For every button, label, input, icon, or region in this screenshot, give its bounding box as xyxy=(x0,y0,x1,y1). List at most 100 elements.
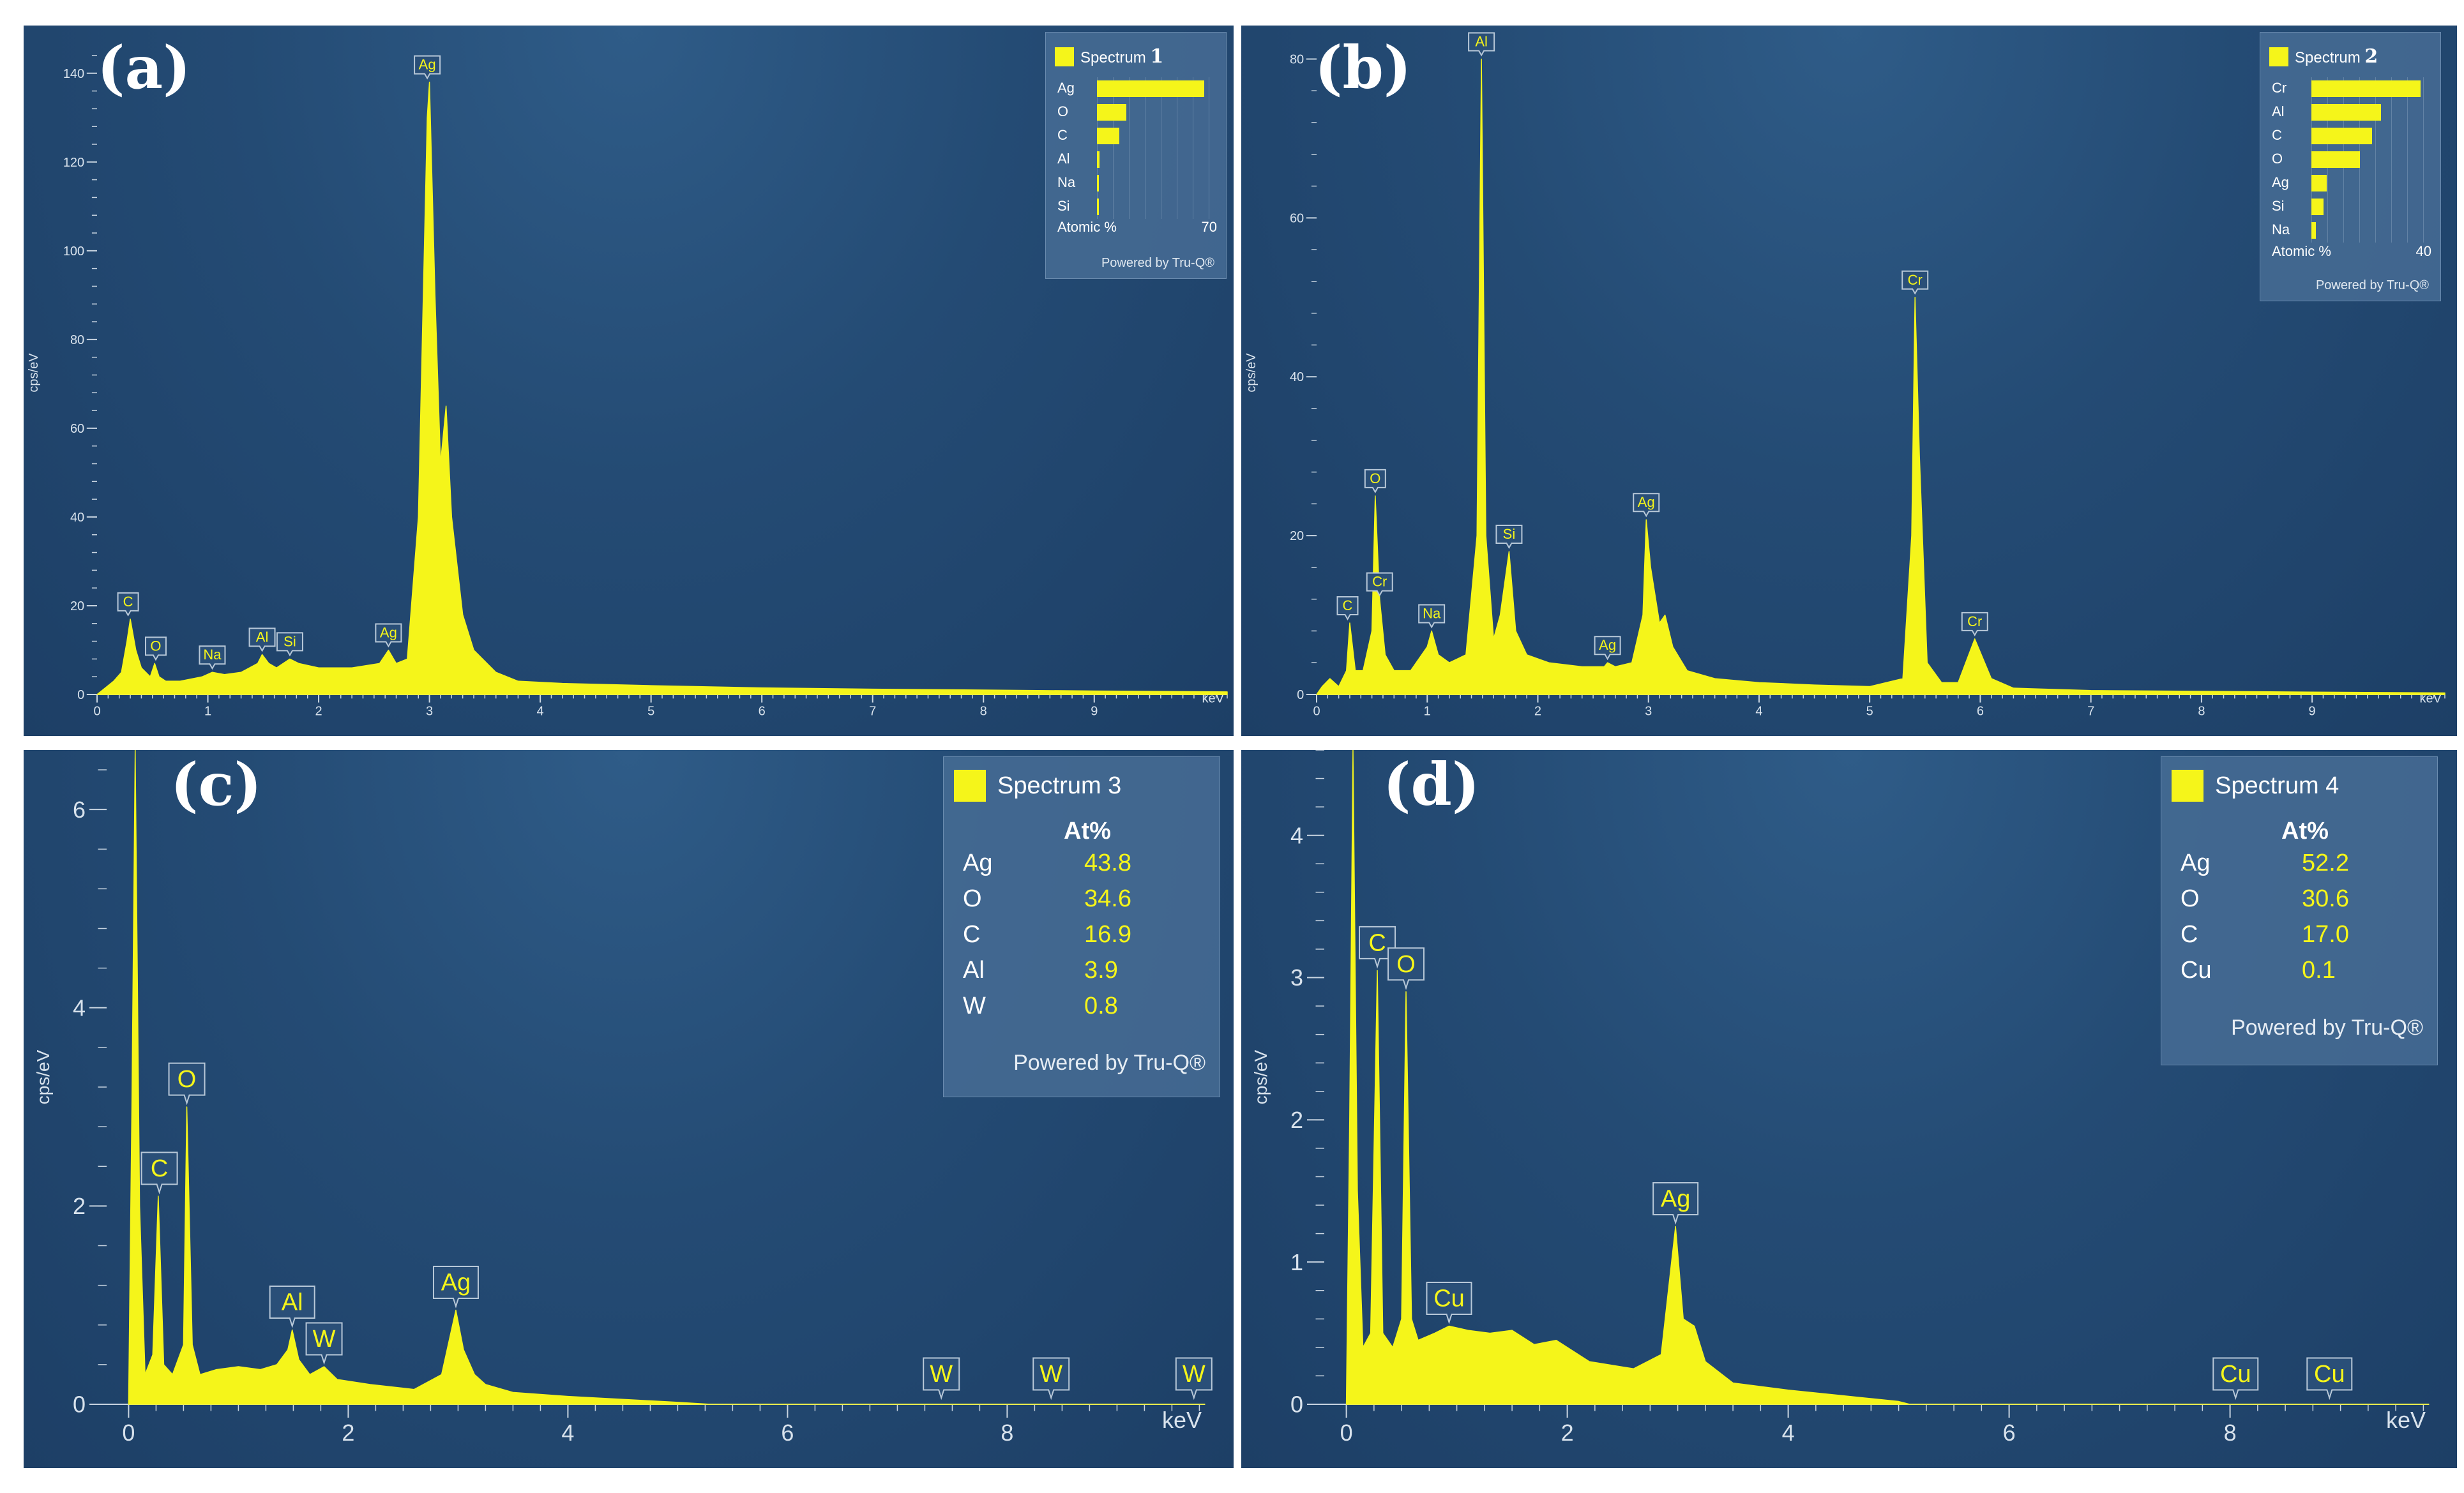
peak-tag xyxy=(269,1286,315,1328)
peak-marker: C xyxy=(140,1152,178,1195)
peak-marker: Ag xyxy=(414,55,441,80)
peak-tag xyxy=(305,1322,343,1365)
legend-gridline xyxy=(2391,77,2392,243)
x-tick-label: 4 xyxy=(537,705,544,719)
legend-value: 43.8 xyxy=(1084,850,1131,876)
peak-marker: Ag xyxy=(432,1265,479,1309)
legend-element: C xyxy=(2272,127,2282,143)
peak-label: O xyxy=(178,1066,197,1093)
legend-column-header: At% xyxy=(1064,818,1111,844)
peak-label: Na xyxy=(1423,605,1441,621)
legend-gridline xyxy=(2423,77,2424,243)
peak-tag xyxy=(1426,1281,1472,1324)
legend-element: O xyxy=(2181,885,2200,912)
peak-label: Ag xyxy=(1661,1185,1690,1212)
legend-value: 3.9 xyxy=(1084,957,1118,984)
legend-title: Spectrum 2 xyxy=(2295,45,2378,68)
x-tick-label: 5 xyxy=(647,705,654,719)
legend-element: C xyxy=(2181,921,2198,948)
legend-bar xyxy=(2311,104,2382,121)
x-tick-label: 6 xyxy=(2003,1420,2016,1446)
legend-bar-row: Ag xyxy=(1055,77,1221,101)
x-tick-label: 4 xyxy=(1782,1420,1795,1446)
peak-tag xyxy=(144,636,167,661)
legend-title: Spectrum 4 xyxy=(2215,772,2339,799)
x-tick-label: 1 xyxy=(204,705,211,719)
legend-bar-row: C xyxy=(2269,124,2435,148)
legend-swatch xyxy=(2172,770,2203,802)
powered-by: Powered by Tru-Q® xyxy=(1101,256,1214,270)
peak-tag xyxy=(1418,604,1446,629)
legend-bar xyxy=(1097,151,1100,168)
legend-title: Spectrum 3 xyxy=(997,772,1122,799)
x-tick-label: 0 xyxy=(122,1420,135,1446)
peak-tag xyxy=(1901,270,1929,295)
peak-label: Ag xyxy=(1638,494,1655,510)
y-axis-label: cps/eV xyxy=(33,1049,53,1104)
legend-grid xyxy=(1097,77,1209,219)
x-tick-label: 8 xyxy=(2198,705,2205,719)
peak-marker: Ag xyxy=(1633,493,1660,518)
panel-label: (c) xyxy=(170,750,262,819)
spectrum-panel-a: 0 1 2 3 4 5 6 7 8 9 keV 0 20 40 60 80 100 120 140 cps/eV C O N… xyxy=(24,26,1234,736)
legend-gridline xyxy=(1129,77,1130,219)
legend-bar xyxy=(2311,199,2324,215)
x-tick-label: 9 xyxy=(2309,705,2316,719)
legend-row: C 17.0 xyxy=(2181,921,2349,949)
legend-bar xyxy=(1097,80,1205,97)
legend-element: Na xyxy=(2272,221,2290,237)
x-tick-label: 0 xyxy=(1340,1420,1353,1446)
peak-marker: Cu xyxy=(1426,1281,1472,1324)
peak-tag xyxy=(1961,611,1988,636)
legend-column-header: At% xyxy=(2281,818,2329,844)
legend-swatch xyxy=(954,770,986,802)
peak-label: Si xyxy=(283,633,296,649)
legend-element: Cr xyxy=(2272,80,2287,96)
x-tick-label: 5 xyxy=(1866,705,1873,719)
legend-element: Al xyxy=(1057,151,1070,167)
peak-marker: Al xyxy=(269,1286,315,1328)
peak-label: Al xyxy=(256,629,269,645)
legend-element: Cu xyxy=(2181,957,2212,984)
y-axis-label: cps/eV xyxy=(1244,353,1258,393)
spectrum-legend: Spectrum 2 Cr Al C O Ag Si Na Atomic % 40 Powe… xyxy=(2260,32,2441,301)
spectrum-legend: Spectrum 3 At% Ag 43.8 O 34.6 C 16.9 Al 3.9 W 0.8… xyxy=(943,756,1220,1097)
y-tick-label: 0 xyxy=(1290,1392,1303,1418)
x-tick-label: 0 xyxy=(93,705,100,719)
peak-label: Cu xyxy=(2220,1361,2251,1388)
legend-row: W 0.8 xyxy=(963,993,1118,1020)
peak-marker: Cr xyxy=(1366,572,1393,597)
peak-marker: W xyxy=(305,1322,343,1365)
legend-bar-row: O xyxy=(2269,148,2435,172)
legend-bar-row: Si xyxy=(1055,195,1221,219)
peak-tag xyxy=(2212,1357,2259,1400)
legend-bar xyxy=(1097,104,1127,121)
legend-axis: Atomic % 70 xyxy=(1057,219,1217,236)
peak-marker: Na xyxy=(199,645,226,670)
x-tick-label: 3 xyxy=(426,705,433,719)
peak-tag xyxy=(140,1152,178,1195)
legend-row: C 16.9 xyxy=(963,921,1131,949)
legend-element: O xyxy=(963,885,982,912)
peak-tag xyxy=(248,627,276,652)
legend-gridline xyxy=(1113,77,1114,219)
legend-bars: Ag O C Al Na Si xyxy=(1055,77,1221,219)
y-tick-label: 20 xyxy=(70,599,84,613)
legend-bar xyxy=(2311,175,2327,191)
spectrum-legend: Spectrum 1 Ag O C Al Na Si Atomic % 70 Powere… xyxy=(1045,32,1227,279)
peak-label: O xyxy=(1396,951,1416,978)
legend-gridline xyxy=(1097,77,1098,219)
spectrum-panel-b: 0 1 2 3 4 5 6 7 8 9 keV 0 20 40 60 80 cps/eV C O Cr Na Al Si Ag… xyxy=(1241,26,2457,736)
peak-tag xyxy=(1468,32,1495,57)
x-tick-label: 2 xyxy=(1561,1420,1574,1446)
x-axis-label: keV xyxy=(2420,692,2442,706)
y-tick-label: 0 xyxy=(73,1392,86,1418)
peak-tag xyxy=(168,1062,206,1106)
peak-marker: Ag xyxy=(375,623,402,648)
legend-bar-row: O xyxy=(1055,101,1221,124)
panel-label: (b) xyxy=(1315,33,1412,102)
legend-bar-row: Al xyxy=(2269,101,2435,124)
legend-value: 30.6 xyxy=(2302,885,2349,912)
